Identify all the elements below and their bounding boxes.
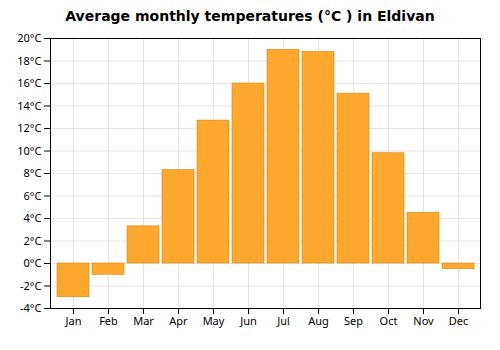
html-text:Average monthly temperatures (: Average monthly temperatures (°C ) in El… (65, 8, 435, 24)
svg-text:12°C: 12°C (17, 120, 41, 135)
svg-text:16°C: 16°C (17, 75, 41, 90)
svg-text:Sep: Sep (344, 313, 363, 328)
svg-text:Feb: Feb (99, 313, 118, 328)
svg-text:-4°C: -4°C (20, 300, 42, 315)
svg-text:Aug: Aug (308, 313, 329, 328)
svg-text:Dec: Dec (449, 313, 469, 328)
svg-text:20°C: 20°C (17, 30, 41, 45)
svg-text:10°C: 10°C (17, 143, 41, 158)
svg-text:2°C: 2°C (24, 233, 42, 248)
svg-text:0°C: 0°C (24, 255, 42, 270)
svg-text:Jul: Jul (276, 313, 290, 328)
svg-text:Apr: Apr (169, 313, 188, 328)
svg-text:May: May (203, 313, 225, 328)
svg-text:Nov: Nov (413, 313, 434, 328)
svg-text:6°C: 6°C (24, 188, 42, 203)
svg-text:Mar: Mar (133, 313, 154, 328)
svg-text:4°C: 4°C (24, 210, 42, 225)
svg-text:Jun: Jun (239, 313, 257, 328)
svg-text:18°C: 18°C (17, 53, 41, 68)
svg-text:Jan: Jan (65, 313, 82, 328)
svg-text:8°C: 8°C (24, 165, 42, 180)
svg-text:-2°C: -2°C (20, 278, 42, 293)
svg-text:Oct: Oct (380, 313, 398, 328)
svg-text:14°C: 14°C (17, 98, 41, 113)
